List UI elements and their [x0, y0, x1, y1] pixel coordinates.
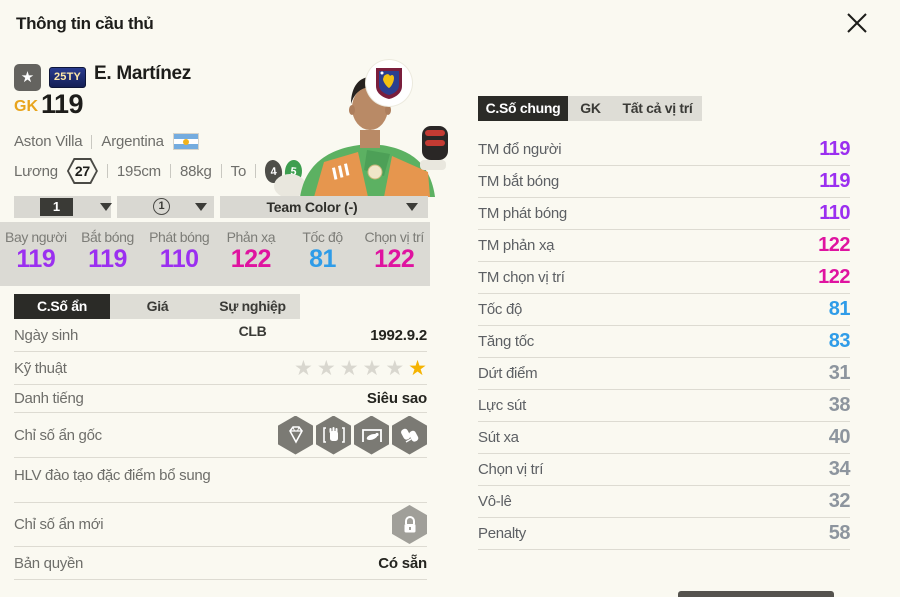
- tab-gk-stats[interactable]: GK: [568, 96, 613, 121]
- divider: [220, 164, 222, 178]
- count-value: 1: [153, 198, 170, 215]
- tab-general-stats[interactable]: C.Số chung: [478, 96, 568, 121]
- divider: [169, 164, 171, 178]
- star-icon: ★: [362, 356, 382, 380]
- count-dropdown[interactable]: 1: [117, 196, 214, 218]
- quick-stats-band: Bay người 119 Bắt bóng 119 Phát bóng 110…: [0, 222, 430, 286]
- stat-row: TM đổ người 119: [478, 134, 850, 166]
- chevron-down-icon: [406, 203, 418, 211]
- player-height: 195cm: [116, 162, 161, 180]
- page-title: Thông tin cầu thủ: [16, 14, 154, 33]
- quick-stat: Phản xạ 122: [226, 229, 276, 273]
- detail-list: Ngày sinh 1992.9.2 Kỹ thuật ★ ★ ★ ★ ★ ★ …: [14, 319, 427, 580]
- salary-label: Lương: [14, 162, 58, 180]
- goal-dive-trait-icon: [354, 415, 389, 455]
- player-position: GK: [14, 98, 38, 115]
- quick-stat: Chọn vị trí 122: [364, 229, 424, 273]
- row-license: Bản quyền Có sẵn: [14, 547, 427, 580]
- quick-stat: Bắt bóng 119: [81, 229, 134, 273]
- stat-row: Dứt điểm 31: [478, 358, 851, 390]
- team-color-value: Team Color (-): [266, 199, 358, 215]
- divider: [91, 134, 93, 149]
- stat-row: Tăng tốc 83: [478, 326, 851, 358]
- gloves-trait-icon: [392, 415, 427, 455]
- player-class-star-icon: ★: [14, 64, 41, 91]
- level-dropdown[interactable]: 1: [14, 196, 112, 218]
- nation-name: Argentina: [101, 133, 164, 150]
- row-coach-traits: HLV đào tạo đặc điểm bổ sung: [14, 458, 427, 503]
- player-photo: [272, 64, 468, 198]
- tab-hidden-stats[interactable]: C.Số ẩn: [14, 294, 110, 319]
- left-tabbar: C.Số ẩn Giá Sự nghiệp CLB: [14, 294, 300, 339]
- trait-icons: [278, 415, 427, 455]
- row-fame: Danh tiếng Siêu sao: [14, 385, 427, 413]
- stat-row: TM bắt bóng 119: [478, 166, 850, 198]
- bottom-sheet-handle[interactable]: [678, 591, 834, 597]
- physical-row: Lương 27 195cm 88kg To 4 5: [14, 158, 304, 184]
- level-value: 1: [40, 198, 73, 216]
- row-hidden-traits-original: Chỉ số ẩn gốc: [14, 413, 427, 458]
- close-icon: [847, 13, 867, 33]
- tab-club-career[interactable]: Sự nghiệp CLB: [205, 294, 300, 339]
- gem-trait-icon: [278, 415, 313, 455]
- chevron-down-icon: [195, 203, 207, 211]
- stat-row: TM chọn vị trí 122: [478, 262, 850, 294]
- player-weight: 88kg: [179, 162, 212, 180]
- right-tabbar: C.Số chung GK Tất cả vị trí: [478, 96, 702, 121]
- stat-row: Tốc độ 81: [478, 294, 851, 326]
- quick-stat: Bay người 119: [5, 229, 67, 273]
- gold-star-icon: ★: [408, 356, 427, 380]
- quick-stat: Phát bóng 110: [149, 229, 210, 273]
- stat-row: Lực sút 38: [478, 390, 851, 422]
- argentina-flag-icon: [172, 133, 199, 150]
- club-nation-row: Aston Villa Argentina: [14, 133, 199, 150]
- quick-stat: Tốc độ 81: [302, 229, 343, 273]
- salary-badge: 27: [66, 158, 98, 184]
- row-hidden-traits-new: Chỉ số ẩn mới: [14, 503, 427, 547]
- stats-list: TM đổ người 119 TM bắt bóng 119 TM phát …: [478, 134, 851, 550]
- stat-row: Sút xa 40: [478, 422, 851, 454]
- stat-row: Chọn vị trí 34: [478, 454, 851, 486]
- stat-row: Vô-lê 32: [478, 486, 851, 518]
- aston-villa-badge: [366, 60, 412, 106]
- tab-all-positions[interactable]: Tất cả vị trí: [613, 96, 702, 121]
- season-badge: 25TY: [49, 67, 86, 88]
- close-button[interactable]: [840, 6, 874, 40]
- save-hand-trait-icon: [316, 415, 351, 455]
- chevron-down-icon: [100, 203, 112, 211]
- stat-row: Penalty 58: [478, 518, 851, 550]
- star-icon: ★: [385, 356, 405, 380]
- star-icon: ★: [316, 356, 336, 380]
- divider: [106, 164, 108, 178]
- skill-stars: ★ ★ ★ ★ ★ ★: [294, 356, 427, 381]
- stat-row: TM phát bóng 110: [478, 198, 850, 230]
- stat-row: TM phản xạ 122: [478, 230, 850, 262]
- star-icon: ★: [339, 356, 359, 380]
- row-skill-moves: Kỹ thuật ★ ★ ★ ★ ★ ★: [14, 352, 427, 385]
- divider: [255, 164, 257, 178]
- lock-icon: [392, 505, 427, 544]
- tab-price[interactable]: Giá: [110, 294, 205, 319]
- club-name: Aston Villa: [14, 133, 83, 150]
- team-color-dropdown[interactable]: Team Color (-): [220, 196, 428, 218]
- player-overall-rating: 119: [41, 89, 84, 119]
- star-icon: ★: [294, 356, 313, 380]
- body-type: To: [230, 162, 247, 180]
- player-name: E. Martínez: [94, 63, 191, 84]
- salary-value: 27: [74, 163, 90, 179]
- row-birthdate: Ngày sinh 1992.9.2: [14, 319, 427, 352]
